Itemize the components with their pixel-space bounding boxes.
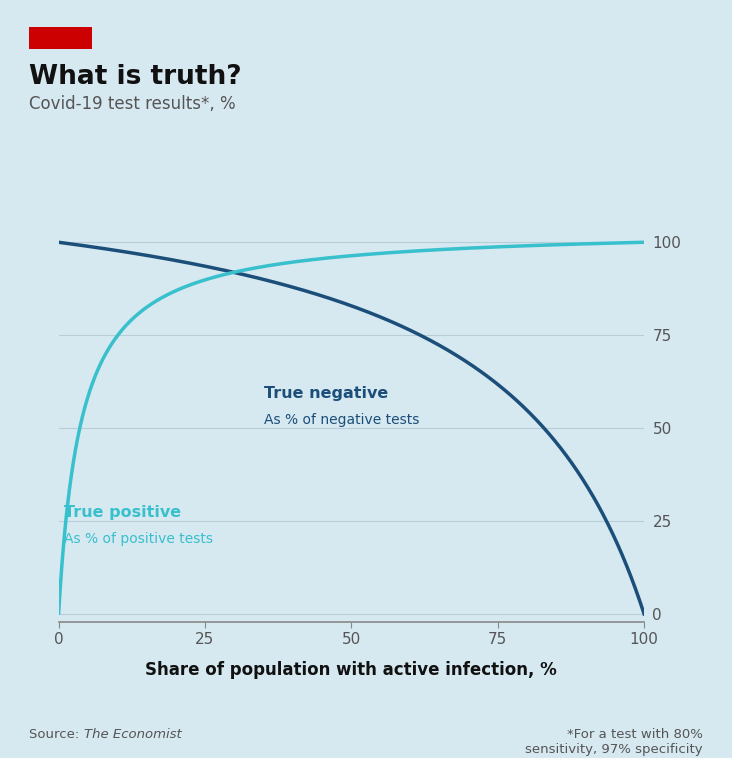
Text: Covid-19 test results*, %: Covid-19 test results*, % xyxy=(29,95,236,113)
Text: True negative: True negative xyxy=(264,387,388,402)
Text: *For a test with 80%
sensitivity, 97% specificity: *For a test with 80% sensitivity, 97% sp… xyxy=(525,728,703,756)
Text: As % of positive tests: As % of positive tests xyxy=(64,532,214,547)
X-axis label: Share of population with active infection, %: Share of population with active infectio… xyxy=(146,661,557,679)
Text: As % of negative tests: As % of negative tests xyxy=(264,413,419,428)
Text: What is truth?: What is truth? xyxy=(29,64,242,90)
Text: The Economist: The Economist xyxy=(84,728,182,741)
Text: Source:: Source: xyxy=(29,728,83,741)
Text: True positive: True positive xyxy=(64,506,182,521)
